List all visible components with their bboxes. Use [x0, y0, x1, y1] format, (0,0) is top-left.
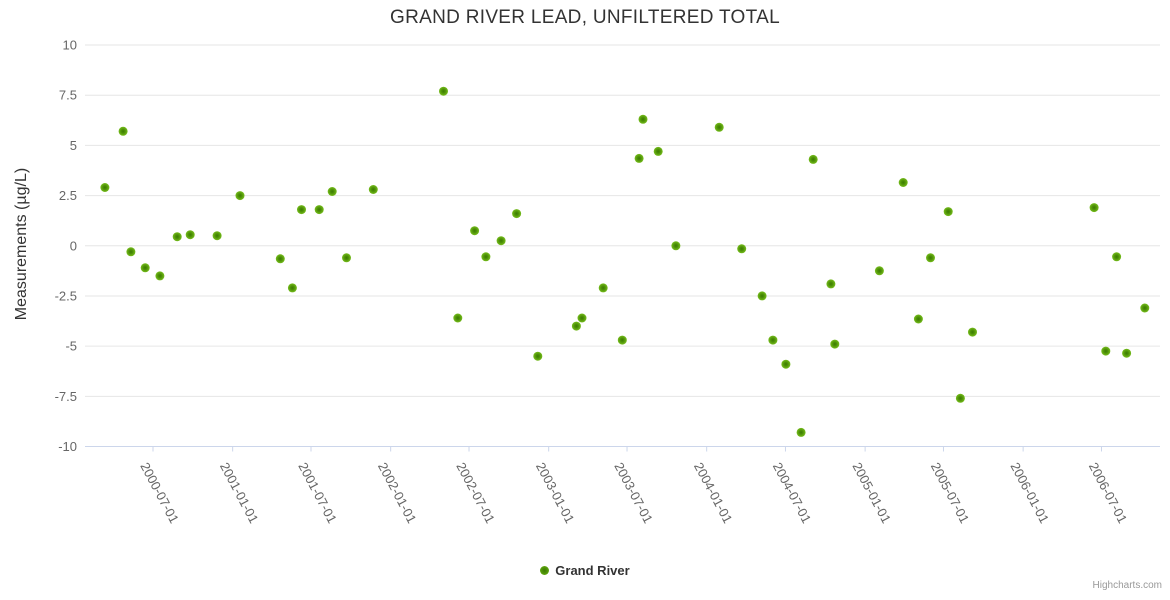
- data-point[interactable]: [512, 209, 522, 219]
- data-point[interactable]: [212, 231, 222, 241]
- data-point[interactable]: [1140, 303, 1150, 313]
- x-axis-tick-label: 2004-07-01: [770, 460, 814, 526]
- legend-marker-icon: [540, 566, 550, 575]
- data-point[interactable]: [533, 351, 543, 361]
- y-axis-tick-label: -7.5: [55, 389, 77, 404]
- y-axis-tick-label: -10: [58, 439, 77, 454]
- data-point[interactable]: [1089, 203, 1099, 213]
- data-point[interactable]: [185, 230, 195, 240]
- data-point[interactable]: [955, 393, 965, 403]
- data-point[interactable]: [737, 244, 747, 254]
- data-point[interactable]: [481, 252, 491, 262]
- data-point[interactable]: [926, 253, 935, 263]
- x-axis-tick-label: 2003-07-01: [611, 460, 655, 526]
- y-axis-tick-label: -2.5: [55, 288, 77, 303]
- x-axis-tick-label: 2000-07-01: [137, 460, 181, 526]
- x-axis-tick-label: 2002-01-01: [375, 460, 419, 526]
- data-point[interactable]: [598, 283, 608, 293]
- data-point[interactable]: [275, 254, 285, 264]
- data-point[interactable]: [297, 205, 306, 215]
- data-point[interactable]: [571, 321, 581, 331]
- data-point[interactable]: [830, 339, 840, 349]
- data-point[interactable]: [781, 359, 791, 369]
- chart-title: GRAND RIVER LEAD, UNFILTERED TOTAL: [390, 7, 780, 28]
- data-point[interactable]: [287, 283, 297, 293]
- data-point[interactable]: [671, 241, 681, 251]
- x-axis-tick-label: 2006-01-01: [1007, 460, 1051, 526]
- data-point[interactable]: [638, 114, 648, 124]
- x-axis-tick-label: 2003-01-01: [533, 460, 577, 526]
- y-axis-tick-label: 0: [70, 238, 77, 253]
- data-point[interactable]: [898, 178, 908, 187]
- data-point[interactable]: [768, 335, 778, 345]
- y-axis-tick-label: 2.5: [59, 188, 77, 203]
- y-axis-tick-label: 7.5: [59, 88, 77, 103]
- data-point[interactable]: [577, 313, 587, 323]
- data-point[interactable]: [140, 263, 150, 273]
- data-point[interactable]: [126, 247, 136, 257]
- data-point[interactable]: [172, 232, 182, 242]
- data-point[interactable]: [327, 187, 337, 196]
- data-point[interactable]: [235, 191, 245, 201]
- y-axis-tick-label: 5: [70, 138, 77, 153]
- data-point[interactable]: [714, 122, 724, 132]
- data-point[interactable]: [100, 183, 110, 192]
- data-point[interactable]: [943, 207, 953, 217]
- data-point[interactable]: [496, 236, 506, 246]
- data-point[interactable]: [1101, 346, 1111, 356]
- data-point[interactable]: [368, 185, 378, 194]
- data-point[interactable]: [826, 279, 836, 289]
- data-point[interactable]: [808, 154, 818, 164]
- data-point[interactable]: [796, 427, 806, 437]
- data-point[interactable]: [439, 86, 448, 96]
- data-point[interactable]: [874, 266, 884, 276]
- data-point[interactable]: [470, 226, 480, 236]
- data-point[interactable]: [968, 327, 977, 337]
- x-axis-tick-label: 2004-01-01: [691, 460, 735, 526]
- x-axis-tick-label: 2001-07-01: [295, 460, 339, 526]
- x-axis-tick-label: 2005-07-01: [928, 460, 972, 526]
- x-axis-tick-label: 2005-01-01: [849, 460, 893, 526]
- data-point[interactable]: [342, 253, 351, 263]
- data-point[interactable]: [617, 335, 627, 345]
- data-point[interactable]: [314, 205, 324, 215]
- y-axis-tick-label: -5: [65, 339, 77, 354]
- data-point[interactable]: [155, 271, 165, 281]
- highcharts-credits[interactable]: Highcharts.com: [1092, 580, 1162, 591]
- data-point[interactable]: [634, 153, 644, 163]
- data-point[interactable]: [453, 313, 463, 323]
- data-point[interactable]: [913, 314, 923, 324]
- legend: Grand River: [0, 563, 1170, 578]
- x-axis-tick-label: 2006-07-01: [1086, 460, 1130, 526]
- x-axis-tick-label: 2001-01-01: [217, 460, 261, 526]
- data-point[interactable]: [118, 126, 128, 136]
- y-axis-tick-label: 10: [63, 38, 77, 53]
- data-point[interactable]: [1112, 252, 1122, 262]
- data-point[interactable]: [653, 146, 663, 156]
- legend-item-grand-river[interactable]: Grand River: [555, 563, 630, 578]
- data-point[interactable]: [1122, 348, 1132, 358]
- data-point[interactable]: [757, 291, 767, 301]
- x-axis-tick-label: 2002-07-01: [453, 460, 497, 526]
